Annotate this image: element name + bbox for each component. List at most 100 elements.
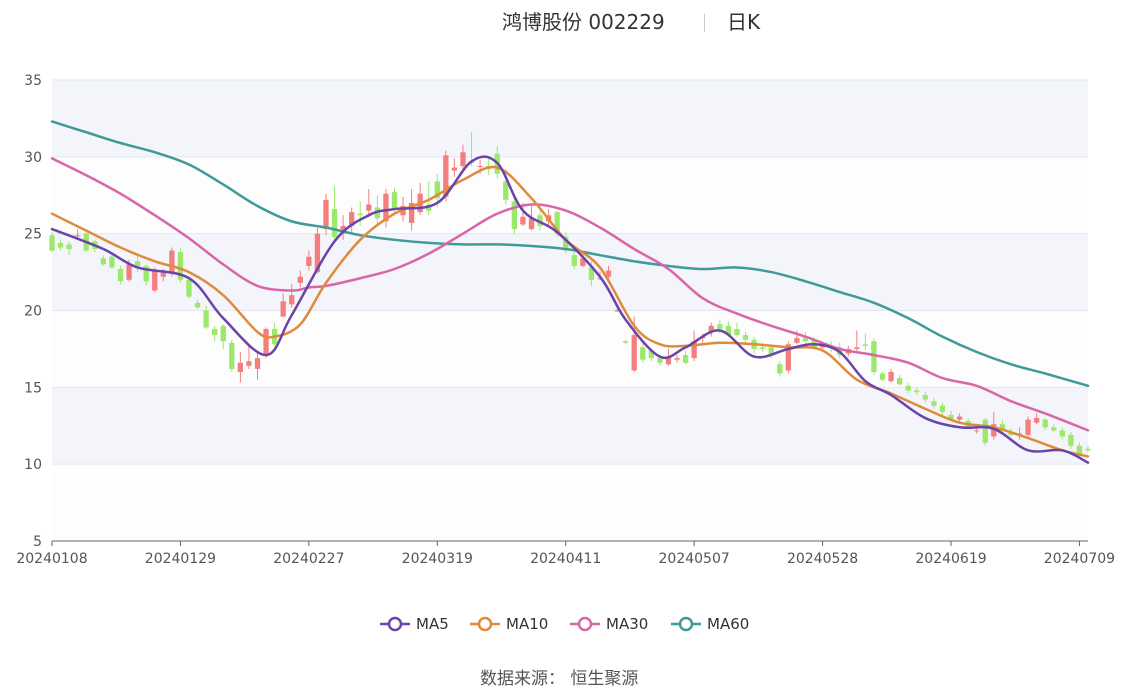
candle-body bbox=[854, 347, 860, 349]
plot-band bbox=[52, 80, 1088, 157]
chart-legend: MA5 MA10 MA30 MA60 bbox=[0, 612, 1134, 636]
title-divider bbox=[704, 14, 705, 32]
candle-body bbox=[537, 215, 543, 226]
candle-body bbox=[1025, 419, 1031, 435]
candle-body bbox=[143, 265, 149, 282]
candle-body bbox=[563, 236, 569, 251]
candle-body bbox=[177, 252, 184, 280]
legend-item-ma60[interactable]: MA60 bbox=[671, 612, 749, 636]
y-tick-label: 10 bbox=[24, 457, 42, 473]
x-tick-label: 20240319 bbox=[402, 551, 473, 567]
candle-body bbox=[477, 166, 483, 168]
candle-body bbox=[571, 255, 577, 266]
candle-body bbox=[237, 362, 244, 372]
candle-body bbox=[306, 256, 312, 266]
candle-body bbox=[674, 358, 680, 360]
ma10-legend-icon bbox=[470, 616, 500, 632]
ma60-line bbox=[50, 120, 1090, 388]
legend-item-ma30[interactable]: MA30 bbox=[570, 612, 648, 636]
candle-body bbox=[974, 430, 980, 432]
candle-body bbox=[100, 258, 107, 265]
candle-body bbox=[785, 344, 791, 371]
candle-body bbox=[862, 344, 869, 346]
candle-body bbox=[956, 416, 963, 420]
candle-body bbox=[1085, 448, 1091, 451]
chart-title: 鸿博股份 002229 bbox=[502, 10, 665, 34]
candle-body bbox=[169, 250, 175, 274]
candle-body bbox=[134, 261, 141, 266]
candle-body bbox=[1051, 427, 1057, 431]
candle-body bbox=[914, 390, 920, 392]
candle-body bbox=[922, 395, 928, 400]
y-tick-label: 30 bbox=[24, 150, 42, 166]
candle-body bbox=[451, 167, 458, 171]
candle-body bbox=[391, 192, 398, 210]
candle-body bbox=[503, 181, 509, 200]
candle-body bbox=[126, 264, 132, 280]
candle-body bbox=[871, 341, 877, 372]
plot-band bbox=[52, 464, 1088, 541]
candle-body bbox=[511, 201, 518, 230]
candle-body bbox=[1042, 419, 1048, 428]
legend-item-ma10[interactable]: MA10 bbox=[470, 612, 548, 636]
ma5-legend-icon bbox=[380, 616, 410, 632]
candle-body bbox=[254, 358, 261, 369]
candle-body bbox=[1076, 445, 1083, 455]
ma30-legend-icon bbox=[570, 616, 600, 632]
candle-body bbox=[246, 361, 252, 366]
candle-body bbox=[289, 295, 295, 305]
candle-body bbox=[777, 364, 783, 374]
candle-body bbox=[939, 405, 946, 412]
candle-body bbox=[160, 272, 166, 277]
y-tick-label: 5 bbox=[33, 534, 42, 550]
legend-label-ma60: MA60 bbox=[707, 615, 750, 633]
candle-body bbox=[366, 204, 372, 211]
candle-body bbox=[340, 225, 346, 234]
candle-body bbox=[819, 345, 826, 348]
x-tick-label: 20240528 bbox=[787, 551, 858, 567]
candle-body bbox=[605, 270, 612, 277]
candle-body bbox=[725, 325, 732, 336]
candle-body bbox=[648, 350, 654, 359]
candle-body bbox=[331, 209, 338, 237]
candle-body bbox=[931, 401, 937, 406]
candle-body bbox=[528, 218, 535, 230]
candle-body bbox=[640, 347, 646, 360]
candle-body bbox=[734, 328, 740, 336]
candle-body bbox=[66, 244, 72, 250]
candle-body bbox=[263, 328, 269, 356]
plot-band bbox=[52, 387, 1088, 465]
candle-body bbox=[443, 155, 449, 197]
y-tick-label: 35 bbox=[24, 73, 42, 89]
x-tick-label: 20240227 bbox=[273, 551, 344, 567]
candle-body bbox=[759, 347, 766, 349]
x-tick-label: 20240411 bbox=[530, 551, 601, 567]
candle-body bbox=[314, 233, 321, 273]
candle-body bbox=[580, 258, 586, 266]
x-tick-label: 20240108 bbox=[16, 551, 87, 567]
candle-body bbox=[75, 235, 81, 237]
candle-body bbox=[708, 325, 714, 333]
candle-body bbox=[991, 424, 997, 437]
candle-body bbox=[982, 419, 988, 443]
candle-body bbox=[349, 212, 355, 226]
candle-body bbox=[657, 358, 663, 363]
candle-body bbox=[999, 424, 1006, 431]
candle-body bbox=[742, 335, 749, 340]
candle-body bbox=[1059, 430, 1065, 437]
candle-body bbox=[460, 152, 466, 167]
x-tick-label: 20240507 bbox=[659, 551, 730, 567]
candle-body bbox=[682, 355, 689, 363]
candle-body bbox=[229, 342, 235, 369]
legend-item-ma5[interactable]: MA5 bbox=[380, 612, 449, 636]
candle-body bbox=[109, 256, 115, 268]
data-source-note: 数据来源： 恒生聚源 bbox=[480, 669, 639, 689]
candle-body bbox=[520, 216, 526, 225]
y-tick-label: 25 bbox=[24, 227, 42, 243]
candle-body bbox=[220, 325, 226, 342]
candle-body bbox=[408, 202, 415, 223]
candle-body bbox=[57, 242, 64, 248]
candle-body bbox=[152, 270, 158, 291]
candle-body bbox=[665, 358, 672, 365]
x-tick-label: 20240619 bbox=[915, 551, 986, 567]
